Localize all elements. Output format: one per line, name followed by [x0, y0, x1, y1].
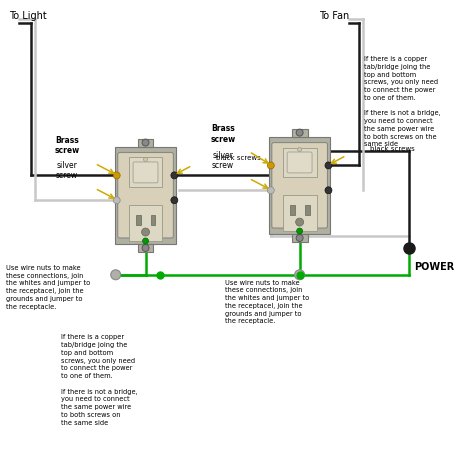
Bar	[128, 157, 163, 187]
Bar	[305, 205, 310, 215]
Circle shape	[267, 162, 274, 169]
Circle shape	[111, 270, 121, 280]
Bar	[128, 205, 163, 241]
Text: Brass
screw: Brass screw	[210, 124, 236, 144]
Circle shape	[296, 129, 303, 136]
Circle shape	[325, 187, 332, 194]
Bar	[292, 128, 308, 137]
Bar	[283, 195, 317, 231]
Circle shape	[144, 157, 147, 162]
Circle shape	[143, 238, 148, 244]
Bar	[115, 146, 176, 244]
Bar	[283, 147, 317, 177]
Circle shape	[171, 172, 178, 179]
Bar	[290, 205, 295, 215]
Text: POWER: POWER	[414, 262, 454, 272]
Circle shape	[113, 172, 120, 179]
Circle shape	[298, 147, 301, 152]
FancyBboxPatch shape	[287, 152, 312, 173]
Text: black screws: black screws	[216, 155, 261, 162]
Text: Brass
screw: Brass screw	[55, 136, 80, 155]
Circle shape	[171, 197, 178, 204]
Circle shape	[297, 228, 302, 234]
FancyBboxPatch shape	[272, 143, 328, 228]
Text: Use wire nuts to make
these connections, join
the whites and jumper to
the recep: Use wire nuts to make these connections,…	[225, 280, 310, 325]
Bar	[292, 234, 308, 242]
Circle shape	[267, 187, 274, 194]
Text: To Fan: To Fan	[319, 11, 350, 21]
Bar	[137, 138, 154, 146]
Circle shape	[142, 228, 149, 236]
Text: To Light: To Light	[9, 11, 47, 21]
Text: silver
screw: silver screw	[56, 161, 78, 180]
Circle shape	[113, 197, 120, 204]
Text: If there is a copper
tab/bridge joing the
top and bottom
screws, you only need
t: If there is a copper tab/bridge joing th…	[61, 335, 137, 426]
Bar	[151, 215, 155, 225]
FancyBboxPatch shape	[133, 162, 158, 183]
Circle shape	[142, 139, 149, 146]
Text: If there is a copper
tab/bridge joing the
top and bottom
screws, you only need
t: If there is a copper tab/bridge joing th…	[364, 56, 441, 147]
FancyBboxPatch shape	[118, 153, 173, 238]
Bar	[269, 137, 330, 234]
Circle shape	[296, 218, 304, 226]
Text: silver
screw: silver screw	[212, 151, 234, 170]
Circle shape	[296, 235, 303, 241]
Text: black screws: black screws	[370, 146, 415, 152]
Circle shape	[325, 162, 332, 169]
Text: Use wire nuts to make
these connections, join
the whites and jumper to
the recep: Use wire nuts to make these connections,…	[6, 265, 91, 310]
Circle shape	[142, 245, 149, 251]
Bar	[136, 215, 141, 225]
Bar	[137, 244, 154, 252]
Circle shape	[295, 270, 305, 280]
